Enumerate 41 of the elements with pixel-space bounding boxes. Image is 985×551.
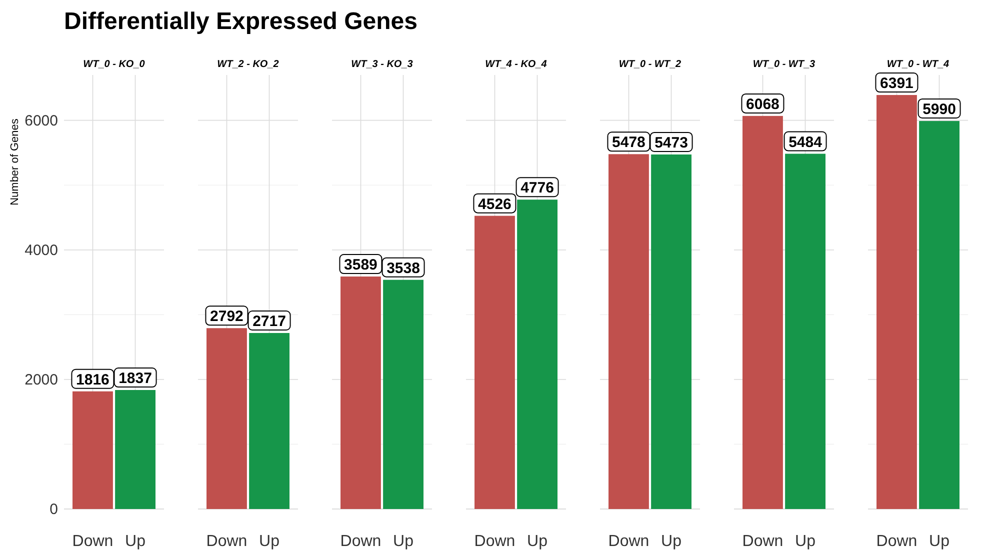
chart-subtitle: WT_3 - KO_3 — [351, 59, 414, 70]
data-label: 4526 — [478, 196, 512, 213]
data-label: 2717 — [252, 313, 286, 330]
y-tick-label: 4000 — [24, 242, 58, 259]
text: Differentially Expressed Genes — [64, 8, 418, 35]
x-tick-label: Up — [661, 533, 682, 550]
x-tick-label: Down — [876, 533, 918, 550]
data-label: 1837 — [118, 370, 152, 388]
x-tick-label: Up — [795, 533, 816, 550]
y-tick-label: 2000 — [24, 371, 58, 388]
data-label: 3589 — [344, 256, 378, 274]
x-tick-label: Up — [527, 533, 548, 550]
x-tick-label: Up — [393, 533, 414, 550]
data-label: 2792 — [210, 308, 244, 326]
chart-subtitle: WT_0 - WT_3 — [752, 59, 816, 70]
data-label: 5484 — [788, 134, 823, 151]
chart-subtitle: WT_0 - WT_4 — [886, 59, 950, 70]
x-tick-label: Down — [474, 533, 516, 550]
x-tick-label: Down — [206, 533, 248, 550]
chart-subtitle: WT_0 - KO_0 — [83, 59, 146, 70]
x-tick-label: Down — [608, 533, 650, 550]
x-tick-label: Up — [929, 533, 950, 550]
data-label: 1816 — [76, 371, 110, 388]
x-tick-label: Down — [72, 533, 114, 550]
x-tick-label: Up — [259, 533, 280, 550]
y-tick-label: 0 — [50, 501, 58, 518]
data-label: 6391 — [880, 75, 914, 92]
data-label: 5478 — [612, 134, 646, 152]
x-tick-label: Up — [125, 533, 146, 550]
data-label: 5990 — [922, 100, 956, 118]
x-tick-label: Down — [742, 533, 784, 550]
data-label: 6068 — [746, 96, 780, 113]
chart-subtitle: WT_2 - KO_2 — [217, 59, 280, 70]
chart-subtitle: WT_4 - KO_4 — [485, 59, 548, 70]
data-label: 5473 — [654, 134, 688, 152]
y-tick-label: 6000 — [24, 112, 58, 130]
data-label: 4776 — [520, 180, 554, 197]
data-label: 3538 — [386, 260, 420, 277]
x-tick-label: Down — [340, 533, 382, 550]
y-axis-title: Number of Genes — [9, 118, 21, 206]
chart-subtitle: WT_0 - WT_2 — [618, 59, 682, 70]
